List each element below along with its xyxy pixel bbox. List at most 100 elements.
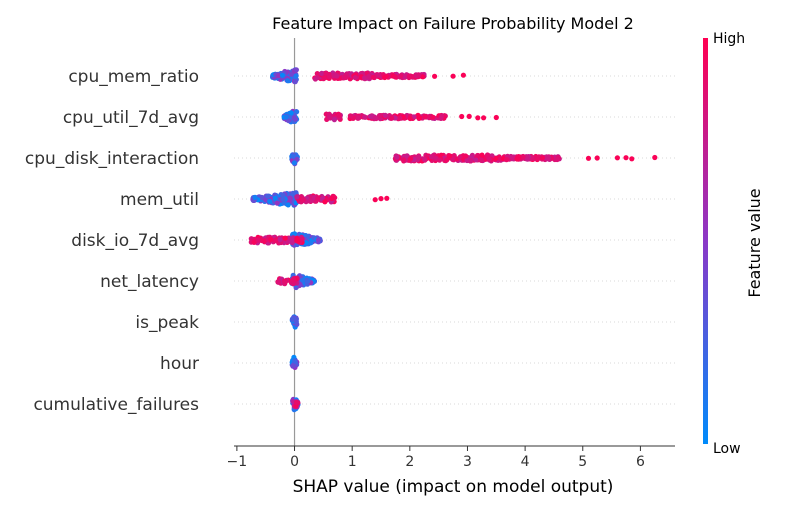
data-point: [293, 399, 300, 406]
data-point: [486, 156, 492, 162]
data-point: [282, 235, 288, 241]
data-point: [255, 237, 261, 243]
data-point: [585, 155, 592, 161]
data-point: [415, 154, 422, 160]
data-point: [475, 115, 481, 121]
data-point: [372, 197, 378, 203]
data-point: [428, 154, 434, 160]
data-point: [460, 72, 466, 78]
data-point: [652, 154, 658, 161]
x-tick-label: 3: [463, 454, 472, 470]
data-point: [430, 114, 436, 120]
data-point: [327, 115, 333, 121]
colorbar-low-label: Low: [713, 441, 741, 457]
data-point: [285, 202, 291, 208]
data-point: [370, 74, 376, 80]
data-point: [336, 112, 342, 119]
data-point: [421, 156, 428, 163]
data-point: [315, 196, 321, 202]
data-point: [545, 154, 552, 161]
feature-label: cpu_disk_interaction: [25, 149, 199, 169]
data-point: [305, 278, 311, 284]
data-point: [288, 110, 294, 116]
data-point: [288, 71, 294, 77]
data-point: [314, 71, 320, 77]
data-point: [315, 237, 321, 243]
data-point: [289, 239, 295, 245]
feature-points-disk_io_7d_avg: [248, 231, 323, 248]
data-point: [594, 155, 600, 161]
data-point: [407, 115, 413, 122]
data-point: [276, 279, 282, 285]
feature-label: net_latency: [100, 272, 199, 292]
x-tick-label: 4: [521, 454, 530, 470]
data-point: [614, 155, 621, 161]
data-point: [355, 115, 361, 121]
data-point: [347, 113, 353, 119]
data-point: [308, 240, 314, 246]
data-point: [366, 73, 372, 79]
feature-points-hour: [289, 354, 300, 370]
data-point: [384, 195, 390, 201]
data-point: [322, 199, 328, 205]
feature-label: is_peak: [135, 313, 199, 333]
data-point: [481, 115, 487, 121]
data-point: [388, 115, 395, 121]
data-point: [466, 113, 472, 119]
data-point: [300, 277, 306, 283]
data-point: [303, 240, 309, 246]
data-point: [300, 197, 306, 203]
data-point: [268, 236, 274, 242]
feature-label: cumulative_failures: [33, 395, 199, 415]
data-point: [265, 193, 271, 199]
data-point: [329, 195, 335, 201]
colorbar: [703, 38, 708, 444]
data-point: [417, 115, 423, 121]
data-point: [378, 196, 384, 202]
feature-points-is_peak: [289, 314, 300, 330]
feature-points-mem_util: [250, 190, 390, 208]
data-point: [520, 153, 526, 160]
data-point: [276, 73, 282, 79]
data-point: [319, 70, 325, 76]
feature-points-cpu_disk_interaction: [289, 152, 658, 167]
data-point: [292, 116, 299, 122]
feature-label: cpu_mem_ratio: [68, 67, 199, 87]
data-point: [447, 153, 453, 159]
data-point: [629, 156, 635, 162]
data-point: [362, 75, 368, 81]
data-point: [272, 238, 278, 244]
feature-labels: cpu_mem_ratio cpu_util_7d_avg cpu_disk_int…: [25, 67, 199, 415]
data-point: [293, 73, 299, 79]
data-point: [444, 157, 450, 163]
data-point: [468, 157, 474, 164]
data-point: [279, 72, 286, 78]
chart-title: Feature Impact on Failure Probability Mo…: [272, 14, 634, 33]
feature-label: hour: [160, 354, 199, 374]
data-point: [274, 200, 280, 206]
data-point: [283, 114, 289, 120]
data-point: [267, 198, 273, 204]
data-point: [294, 194, 300, 200]
x-axis-ticks: −1 0 1 2 3 4 5 6: [227, 446, 645, 470]
data-point: [282, 279, 288, 286]
data-point: [334, 73, 340, 79]
data-point: [277, 236, 283, 243]
data-point: [438, 115, 444, 121]
data-points: [248, 67, 658, 413]
data-point: [398, 73, 404, 79]
data-point: [463, 153, 469, 159]
feature-label: mem_util: [120, 190, 199, 210]
data-point: [479, 152, 485, 158]
data-point: [437, 157, 443, 163]
data-point: [392, 74, 398, 80]
data-point: [373, 115, 379, 121]
data-point: [291, 276, 297, 283]
data-point: [382, 112, 388, 118]
feature-points-cpu_mem_ratio: [270, 67, 466, 85]
data-point: [291, 160, 297, 166]
data-point: [539, 155, 546, 161]
x-axis-label: SHAP value (impact on model output): [293, 477, 614, 497]
data-point: [459, 113, 465, 120]
